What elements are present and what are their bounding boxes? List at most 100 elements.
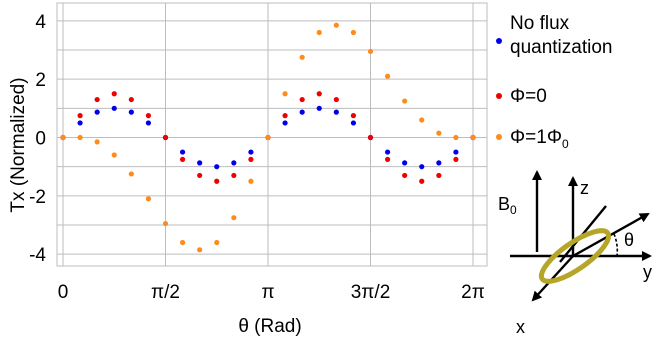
series-2-point-13 — [282, 91, 288, 97]
series-0-point-10 — [231, 160, 237, 166]
series-1-point-1 — [77, 113, 83, 119]
plot-area — [56, 2, 488, 267]
series-2-point-21 — [419, 117, 425, 123]
series-2-point-7 — [179, 239, 186, 246]
legend-label-phi-1-main: Φ=1Φ — [510, 127, 562, 148]
series-2-point-2 — [94, 139, 100, 145]
y-tick-label: 4 — [35, 12, 46, 33]
series-0-point-9 — [214, 164, 220, 170]
x-tick-label: 0 — [58, 282, 69, 303]
series-0-point-21 — [419, 164, 425, 170]
series-2-point-8 — [197, 247, 203, 253]
y-tick-label: -4 — [29, 245, 46, 266]
x-axis-label: θ (Rad) — [238, 316, 301, 337]
series-1-point-17 — [350, 113, 357, 119]
y-axis-letter: y — [643, 262, 652, 282]
series-0-point-5 — [145, 120, 152, 126]
y-axis-label: Tx (Normalized) — [8, 77, 29, 212]
series-2-point-9 — [214, 239, 220, 246]
series-1-point-23 — [453, 156, 459, 162]
x-axis-letter: x — [516, 317, 525, 337]
series-2-point-20 — [402, 98, 408, 104]
series-2-point-1 — [77, 134, 83, 141]
series-0-point-11 — [248, 149, 254, 155]
angle-label: θ — [624, 230, 634, 250]
series-0-point-14 — [299, 109, 305, 115]
series-0-point-15 — [316, 105, 322, 111]
series-0-point-13 — [282, 120, 288, 126]
series-1-point-14 — [299, 96, 305, 103]
x-tick-label: 2π — [461, 282, 485, 303]
series-2-point-24 — [470, 134, 476, 141]
series-1-point-10 — [231, 172, 237, 179]
y-tick-label: 0 — [35, 129, 46, 150]
series-0-point-20 — [402, 160, 408, 166]
series-1-point-4 — [128, 96, 134, 103]
series-2-point-6 — [162, 220, 169, 227]
series-2-point-0 — [60, 134, 66, 141]
series-2-point-11 — [248, 178, 254, 184]
angle-arc — [613, 233, 619, 257]
series-1-point-9 — [214, 178, 220, 184]
y-tick-labels: -4 -2 0 2 4 — [29, 12, 46, 266]
series-1-point-20 — [402, 172, 408, 179]
series-1-point-16 — [333, 96, 339, 103]
series-0-point-22 — [436, 160, 442, 166]
legend-marker-phi-1 — [496, 134, 502, 140]
legend-label-phi-0: Φ=0 — [510, 86, 547, 107]
series-0-point-4 — [128, 109, 134, 115]
legend-marker-no-flux — [496, 38, 502, 44]
series-2-point-23 — [453, 134, 459, 141]
series-1-point-21 — [419, 178, 425, 184]
series-2-point-17 — [350, 29, 357, 36]
series-1-point-19 — [384, 156, 391, 162]
series-0-point-1 — [77, 120, 83, 126]
series-2-point-14 — [299, 54, 305, 60]
x-axis-arrow — [531, 255, 574, 302]
x-tick-label: π — [261, 282, 274, 303]
series-2-point-19 — [384, 73, 391, 79]
series-2-point-22 — [436, 130, 442, 136]
loop-ring — [538, 228, 612, 284]
series-0-point-2 — [94, 109, 100, 115]
y-tick-label: -2 — [29, 187, 46, 208]
legend-label-no-flux-line2: quantization — [510, 37, 612, 58]
field-b0-label: B0 — [498, 194, 517, 217]
series-2-point-3 — [111, 152, 117, 158]
plot-frame — [56, 2, 488, 267]
series-0-point-16 — [333, 109, 339, 115]
series-1-point-15 — [316, 91, 322, 97]
series-0-point-19 — [384, 149, 391, 155]
series-2-point-12 — [265, 134, 271, 141]
series-2-point-4 — [128, 171, 134, 177]
y-tick-label: 2 — [35, 70, 46, 91]
legend-label-no-flux-line1: No flux — [510, 13, 570, 34]
z-axis-label: z — [580, 178, 589, 198]
legend-label-phi-1-sub: 0 — [562, 137, 569, 151]
legend-label-phi-1: Φ=1Φ0 — [510, 127, 569, 151]
legend-marker-phi-0 — [496, 93, 502, 99]
series-0-point-17 — [350, 120, 357, 126]
x-tick-label: 3π/2 — [351, 282, 391, 303]
series-1-point-3 — [111, 91, 117, 97]
series-1-point-22 — [436, 172, 442, 179]
series-1-point-18 — [367, 134, 374, 141]
series-1-point-8 — [197, 172, 203, 179]
x-tick-labels: 0 π/2 π 3π/2 2π — [58, 282, 485, 303]
series-0-point-3 — [111, 105, 117, 111]
series-2-point-16 — [333, 22, 339, 28]
data-points — [60, 22, 476, 253]
series-2-point-15 — [316, 29, 322, 36]
series-0-point-7 — [179, 149, 186, 155]
series-2-point-18 — [367, 48, 374, 55]
series-0-point-8 — [197, 160, 203, 166]
series-1-point-7 — [179, 156, 186, 162]
x-tick-label: π/2 — [151, 282, 180, 303]
series-2-point-5 — [145, 196, 152, 202]
grid — [57, 3, 487, 266]
series-1-point-5 — [145, 113, 152, 119]
series-1-point-2 — [94, 96, 100, 103]
legend: No flux quantization Φ=0 Φ=1Φ0 — [496, 13, 612, 151]
field-geometry-inset: B0 z y x θ — [498, 170, 652, 337]
